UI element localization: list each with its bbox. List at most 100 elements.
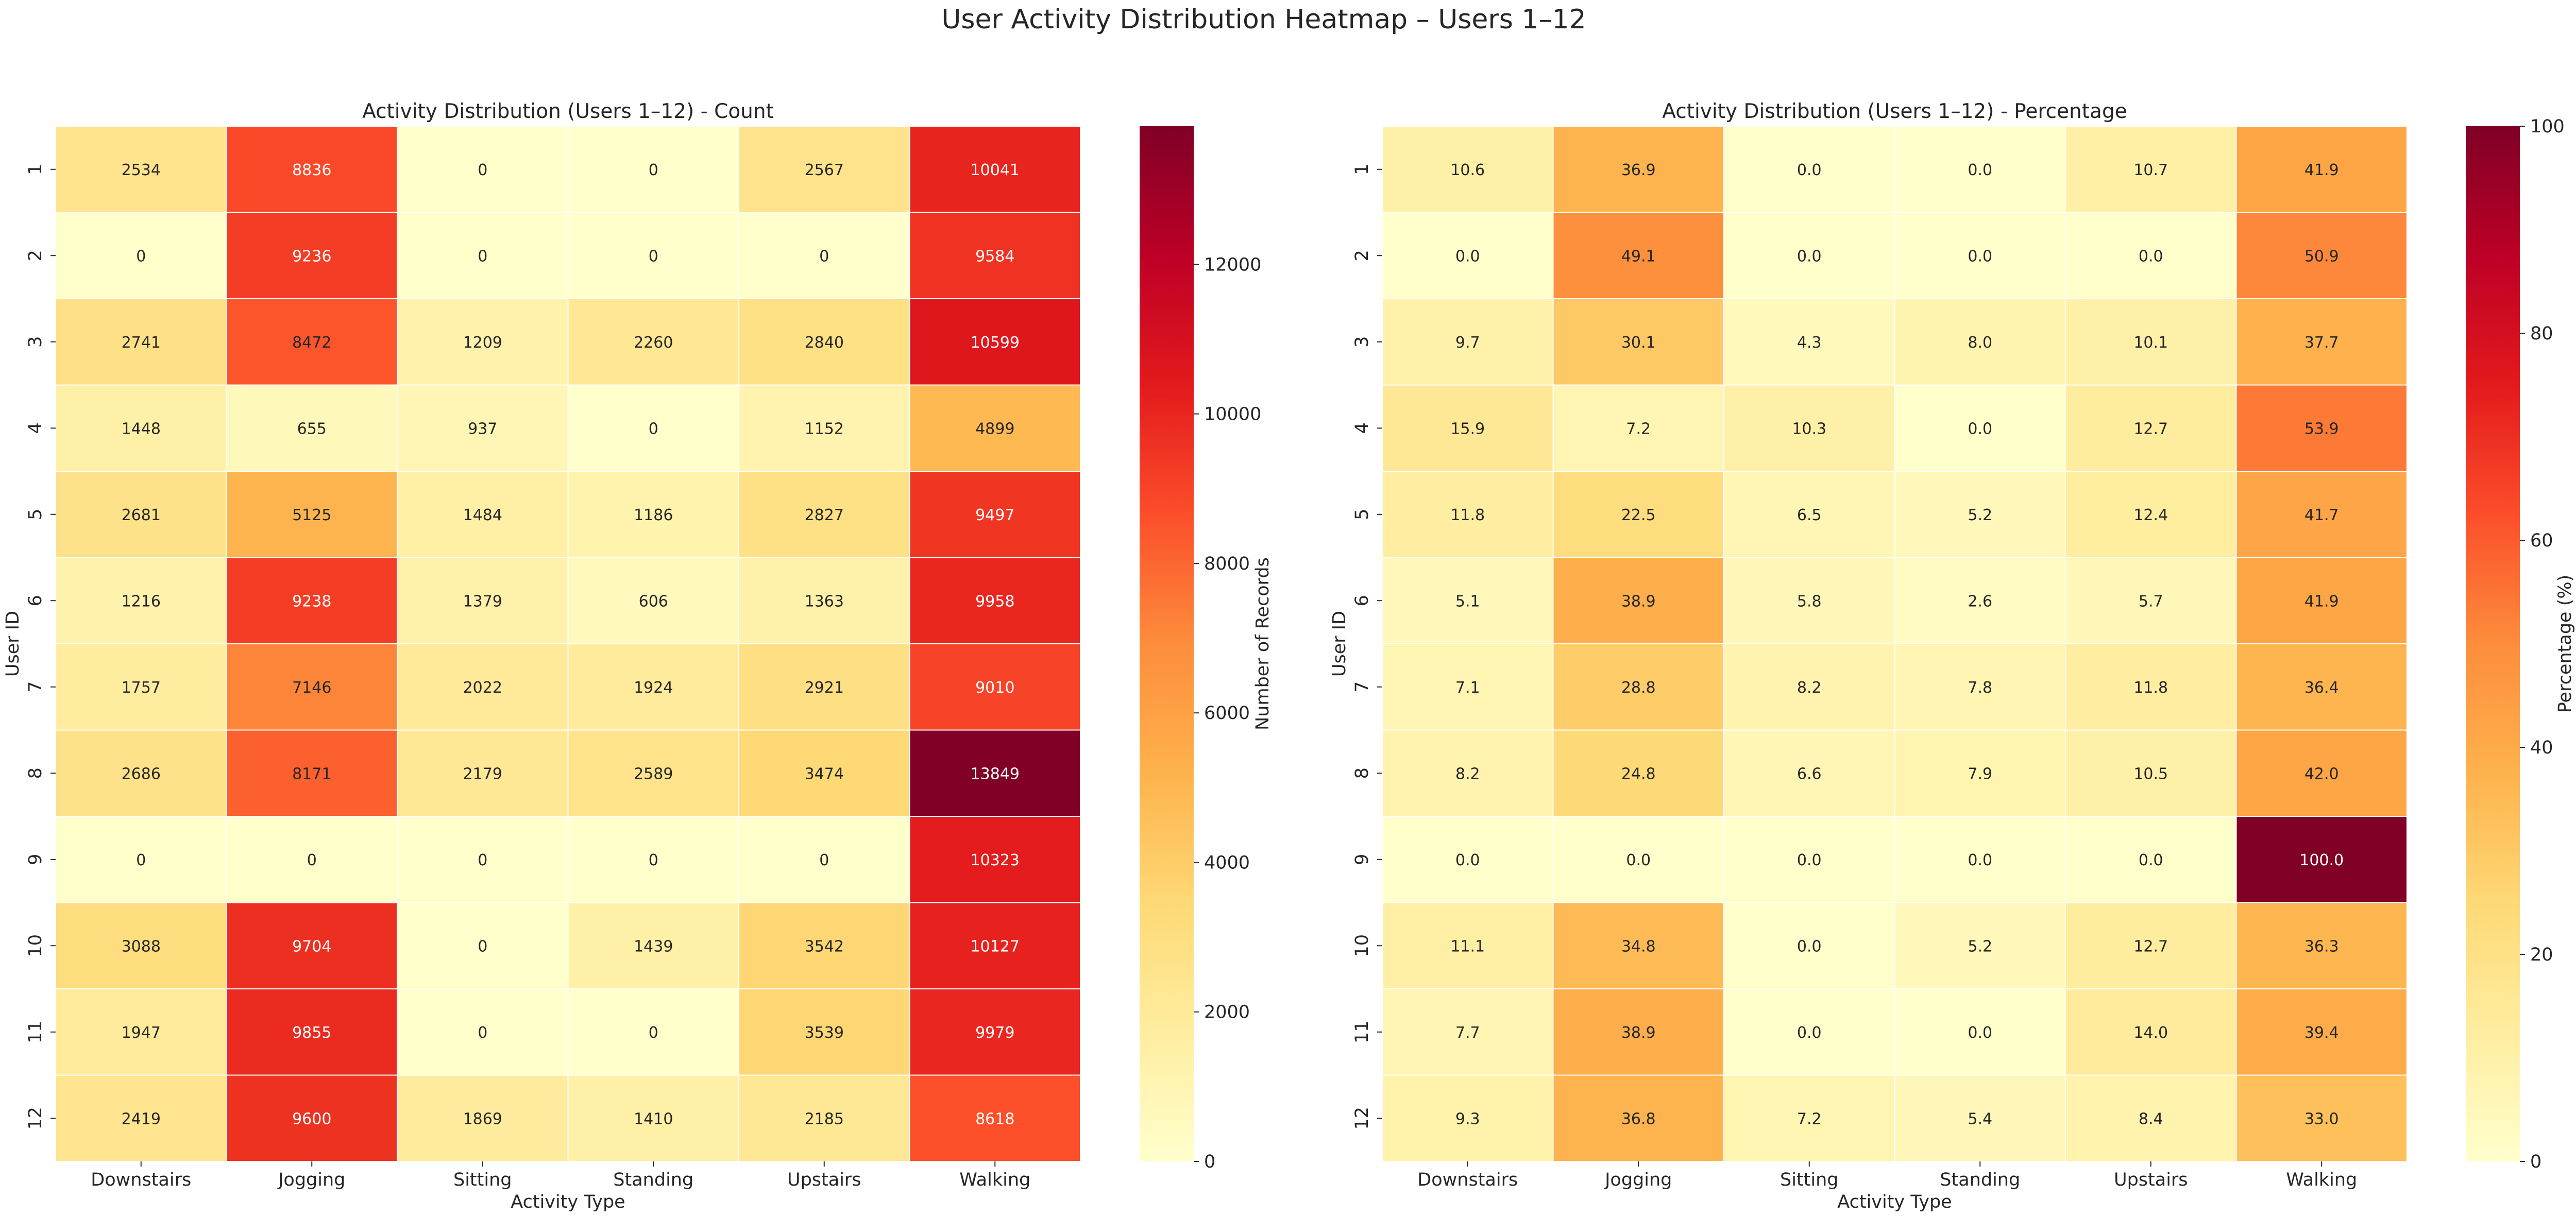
cell-value-label: 0 (478, 851, 487, 869)
heatmap-cell (1894, 902, 2066, 989)
cell-value-label: 0.0 (1797, 937, 1822, 955)
heatmap-cell (567, 126, 739, 213)
cell-value-label: 8618 (975, 1110, 1014, 1128)
heatmap-cell (567, 729, 739, 817)
cell-value-label: 0 (136, 851, 146, 869)
cell-value-label: 6.6 (1797, 765, 1822, 783)
heatmap-cell (1894, 729, 2066, 817)
heatmap-cell (1894, 384, 2066, 472)
heatmap-cell (567, 384, 739, 472)
cell-value-label: 10.7 (2133, 161, 2168, 179)
cell-value-label: 33.0 (2304, 1110, 2339, 1128)
heatmap-cell (738, 384, 910, 472)
cell-value-label: 655 (297, 420, 327, 438)
heatmap-cell (567, 471, 739, 558)
colorbar-tick-label: 0 (2530, 1152, 2541, 1172)
x-tick-label: Jogging (1604, 1170, 1672, 1190)
cell-value-label: 10599 (971, 334, 1020, 352)
y-tick-label: 6 (25, 595, 46, 606)
heatmap-cell (567, 988, 739, 1076)
cell-value-label: 9010 (975, 679, 1014, 697)
cell-value-label: 5.4 (1968, 1110, 1992, 1128)
y-tick-label: 10 (1352, 934, 1372, 957)
heatmap-cell (1894, 988, 2066, 1076)
cell-value-label: 36.8 (1621, 1110, 1656, 1128)
heatmap-cell (55, 298, 227, 386)
cell-value-label: 937 (468, 420, 497, 438)
cell-value-label: 2567 (805, 161, 844, 179)
colorbar-tick-label: 100 (2530, 116, 2565, 137)
colorbar-tick-label: 2000 (1204, 1002, 1250, 1023)
cell-value-label: 11.8 (2133, 679, 2168, 697)
y-tick-label: 9 (1352, 854, 1372, 865)
cell-value-label: 36.3 (2304, 937, 2339, 955)
heatmap-cell (1552, 816, 1724, 903)
cell-value-label: 0.0 (1797, 161, 1822, 179)
heatmap-cell (2235, 126, 2408, 213)
cell-value-label: 2741 (122, 334, 161, 352)
heatmap-cell (397, 729, 569, 817)
cell-value-label: 14.0 (2133, 1024, 2168, 1042)
y-tick-label: 4 (1352, 422, 1372, 434)
cell-value-label: 0 (307, 851, 317, 869)
heatmap-cell (397, 126, 569, 213)
colorbar-tick-label: 0 (1204, 1152, 1215, 1172)
cell-value-label: 2419 (122, 1110, 161, 1128)
count-heatmap-panel: Activity Distribution (Users 1–12) - Cou… (3, 100, 1273, 1212)
cell-value-label: 10127 (971, 937, 1020, 955)
heatmap-cell (738, 729, 910, 817)
heatmap-cell (397, 384, 569, 472)
y-tick-label: 6 (1352, 595, 1372, 606)
colorbar-label: Percentage (%) (2555, 575, 2575, 713)
cell-value-label: 49.1 (1621, 247, 1656, 265)
cell-value-label: 1484 (463, 506, 502, 524)
figure-title: User Activity Distribution Heatmap – Use… (941, 4, 1586, 35)
heatmap-cell (2235, 643, 2408, 731)
heatmap-cell (2065, 902, 2237, 989)
colorbar (1140, 126, 1194, 1161)
cell-value-label: 0 (649, 1024, 658, 1042)
heatmap-cell (1552, 126, 1724, 213)
heatmap-cell (567, 1074, 739, 1162)
cell-value-label: 9497 (975, 506, 1014, 524)
cell-value-label: 1363 (805, 592, 844, 610)
cell-value-label: 606 (639, 592, 668, 610)
y-tick-label: 9 (25, 854, 46, 865)
cell-value-label: 2179 (463, 765, 502, 783)
heatmap-cell (1382, 212, 1554, 299)
heatmap-cell (1723, 1074, 1895, 1162)
heatmap-cell (2235, 212, 2408, 299)
cell-value-label: 2022 (463, 679, 502, 697)
heatmap-cell (1894, 643, 2066, 731)
heatmap-cell (1382, 643, 1554, 731)
x-tick-label: Jogging (277, 1170, 345, 1190)
cell-value-label: 1924 (634, 679, 673, 697)
cell-value-label: 0.0 (1455, 851, 1480, 869)
heatmap-cell (2235, 557, 2408, 644)
cell-value-label: 9236 (292, 247, 331, 265)
heatmap-cell (738, 816, 910, 903)
heatmap-cell (909, 643, 1081, 731)
heatmap-cell (1723, 643, 1895, 731)
heatmap-cell (55, 126, 227, 213)
colorbar (2466, 126, 2520, 1161)
cell-value-label: 9704 (292, 937, 331, 955)
cell-value-label: 3542 (805, 937, 844, 955)
x-tick-label: Standing (613, 1170, 693, 1190)
y-tick-label: 2 (25, 250, 46, 261)
cell-value-label: 10.3 (1792, 420, 1826, 438)
cell-value-label: 1410 (634, 1110, 673, 1128)
heatmap-cell (1552, 384, 1724, 472)
heatmap-cell (1552, 212, 1724, 299)
cell-value-label: 12.7 (2133, 420, 2168, 438)
cell-value-label: 0 (478, 937, 487, 955)
y-tick-label: 5 (25, 509, 46, 520)
y-tick-label: 2 (1352, 250, 1372, 261)
heatmap-cell (1723, 902, 1895, 989)
cell-value-label: 10323 (971, 851, 1020, 869)
cell-value-label: 34.8 (1621, 937, 1656, 955)
cell-value-label: 0.0 (1797, 851, 1822, 869)
x-tick-label: Walking (2286, 1170, 2357, 1190)
cell-value-label: 2681 (122, 506, 161, 524)
cell-value-label: 0.0 (1968, 420, 1992, 438)
